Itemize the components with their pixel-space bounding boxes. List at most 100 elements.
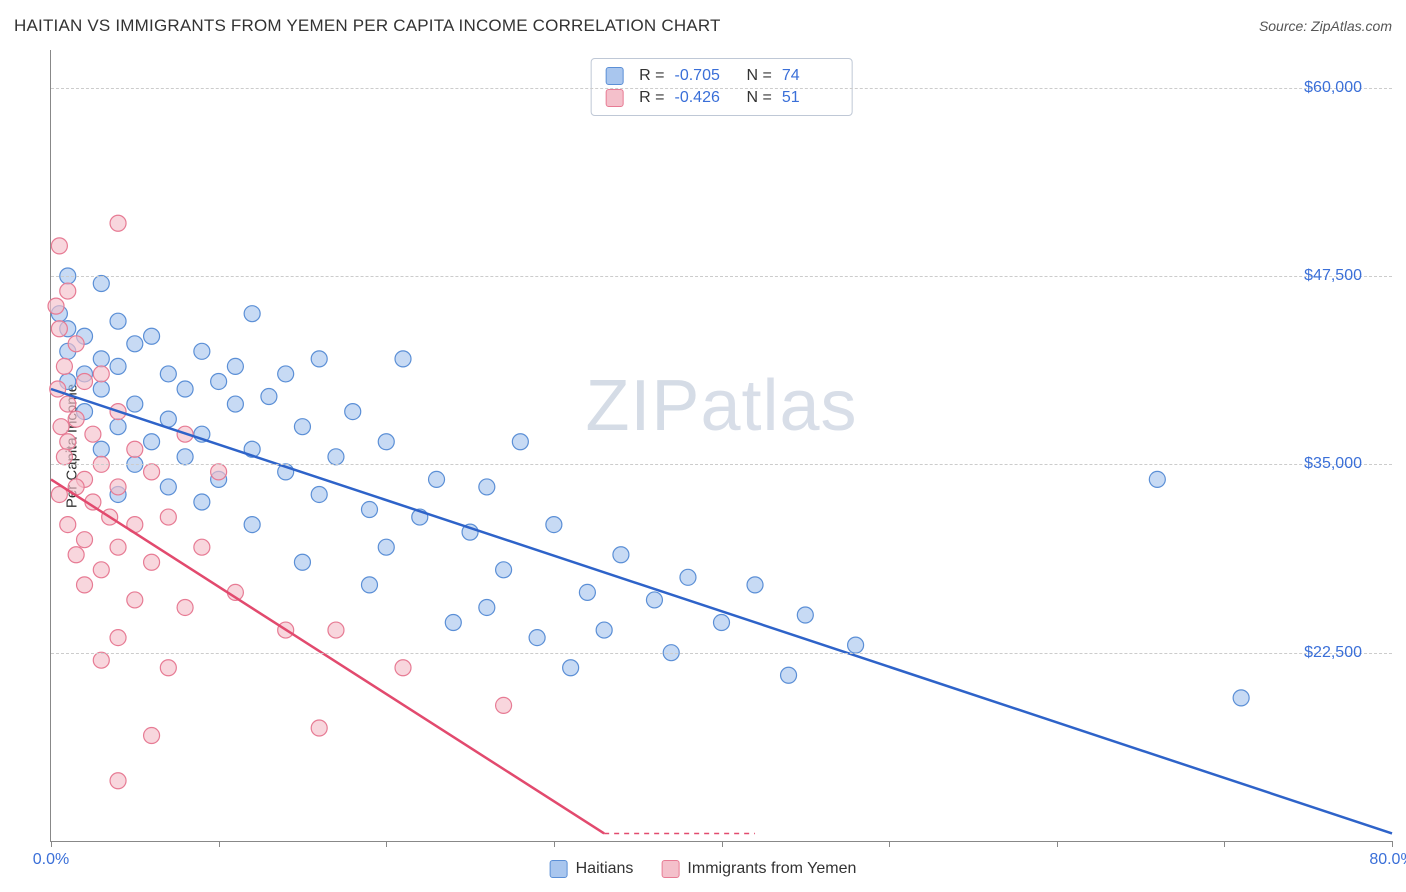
data-point [93, 366, 109, 382]
y-tick-label: $47,500 [1304, 267, 1362, 285]
data-point [48, 298, 64, 314]
data-point [261, 389, 277, 405]
data-point [93, 441, 109, 457]
n-value: 51 [782, 89, 838, 107]
data-point [328, 622, 344, 638]
data-point [160, 660, 176, 676]
data-point [110, 419, 126, 435]
data-point [77, 532, 93, 548]
x-tick [1392, 841, 1393, 847]
data-point [127, 592, 143, 608]
data-point [361, 577, 377, 593]
data-point [127, 336, 143, 352]
gridline [51, 464, 1392, 465]
r-value: -0.426 [675, 89, 731, 107]
x-tick [722, 841, 723, 847]
data-point [93, 562, 109, 578]
data-point [512, 434, 528, 450]
data-point [177, 599, 193, 615]
data-point [211, 464, 227, 480]
data-point [194, 343, 210, 359]
chart-title: HAITIAN VS IMMIGRANTS FROM YEMEN PER CAP… [14, 16, 721, 36]
data-point [848, 637, 864, 653]
data-point [244, 306, 260, 322]
n-label: N = [747, 89, 772, 107]
data-point [110, 313, 126, 329]
x-tick [219, 841, 220, 847]
y-tick-label: $60,000 [1304, 79, 1362, 97]
data-point [311, 486, 327, 502]
data-point [479, 479, 495, 495]
data-point [328, 449, 344, 465]
data-point [144, 328, 160, 344]
gridline [51, 276, 1392, 277]
legend-swatch [605, 89, 623, 107]
data-point [596, 622, 612, 638]
data-point [60, 517, 76, 533]
data-point [51, 321, 67, 337]
data-point [144, 434, 160, 450]
legend-swatch [550, 860, 568, 878]
gridline [51, 88, 1392, 89]
data-point [110, 479, 126, 495]
data-point [60, 283, 76, 299]
data-point [479, 599, 495, 615]
data-point [144, 554, 160, 570]
data-point [93, 381, 109, 397]
data-point [496, 697, 512, 713]
data-point [56, 358, 72, 374]
data-point [445, 615, 461, 631]
x-tick [889, 841, 890, 847]
data-point [211, 373, 227, 389]
data-point [93, 276, 109, 292]
data-point [714, 615, 730, 631]
x-tick-label: 0.0% [33, 851, 69, 869]
data-point [51, 238, 67, 254]
x-tick [386, 841, 387, 847]
data-point [227, 396, 243, 412]
data-point [60, 396, 76, 412]
data-point [127, 396, 143, 412]
data-point [93, 652, 109, 668]
data-point [194, 539, 210, 555]
data-point [546, 517, 562, 533]
legend-label: Immigrants from Yemen [687, 860, 856, 878]
data-point [747, 577, 763, 593]
data-point [294, 554, 310, 570]
data-point [311, 351, 327, 367]
data-point [160, 366, 176, 382]
data-point [395, 660, 411, 676]
data-point [144, 728, 160, 744]
y-tick-label: $22,500 [1304, 644, 1362, 662]
data-point [278, 366, 294, 382]
legend-stat-row: R =-0.705N =74 [605, 65, 838, 87]
data-point [797, 607, 813, 623]
data-point [1149, 471, 1165, 487]
data-point [395, 351, 411, 367]
x-tick [1224, 841, 1225, 847]
data-point [110, 358, 126, 374]
data-point [68, 336, 84, 352]
data-point [345, 404, 361, 420]
data-point [311, 720, 327, 736]
source-label: Source: ZipAtlas.com [1259, 18, 1392, 34]
legend-swatch [605, 67, 623, 85]
legend-stat-row: R =-0.426N =51 [605, 87, 838, 109]
data-point [160, 509, 176, 525]
data-point [144, 464, 160, 480]
data-point [110, 630, 126, 646]
data-point [529, 630, 545, 646]
legend-item: Immigrants from Yemen [661, 860, 856, 878]
data-point [244, 517, 260, 533]
legend-label: Haitians [576, 860, 634, 878]
plot-area: ZIPatlas R =-0.705N =74R =-0.426N =51 $2… [50, 50, 1392, 842]
data-point [160, 479, 176, 495]
legend-swatch [661, 860, 679, 878]
data-point [56, 449, 72, 465]
data-point [68, 547, 84, 563]
data-point [496, 562, 512, 578]
gridline [51, 653, 1392, 654]
data-point [93, 351, 109, 367]
series-legend: Haitians Immigrants from Yemen [550, 860, 857, 878]
x-tick-label: 80.0% [1369, 851, 1406, 869]
